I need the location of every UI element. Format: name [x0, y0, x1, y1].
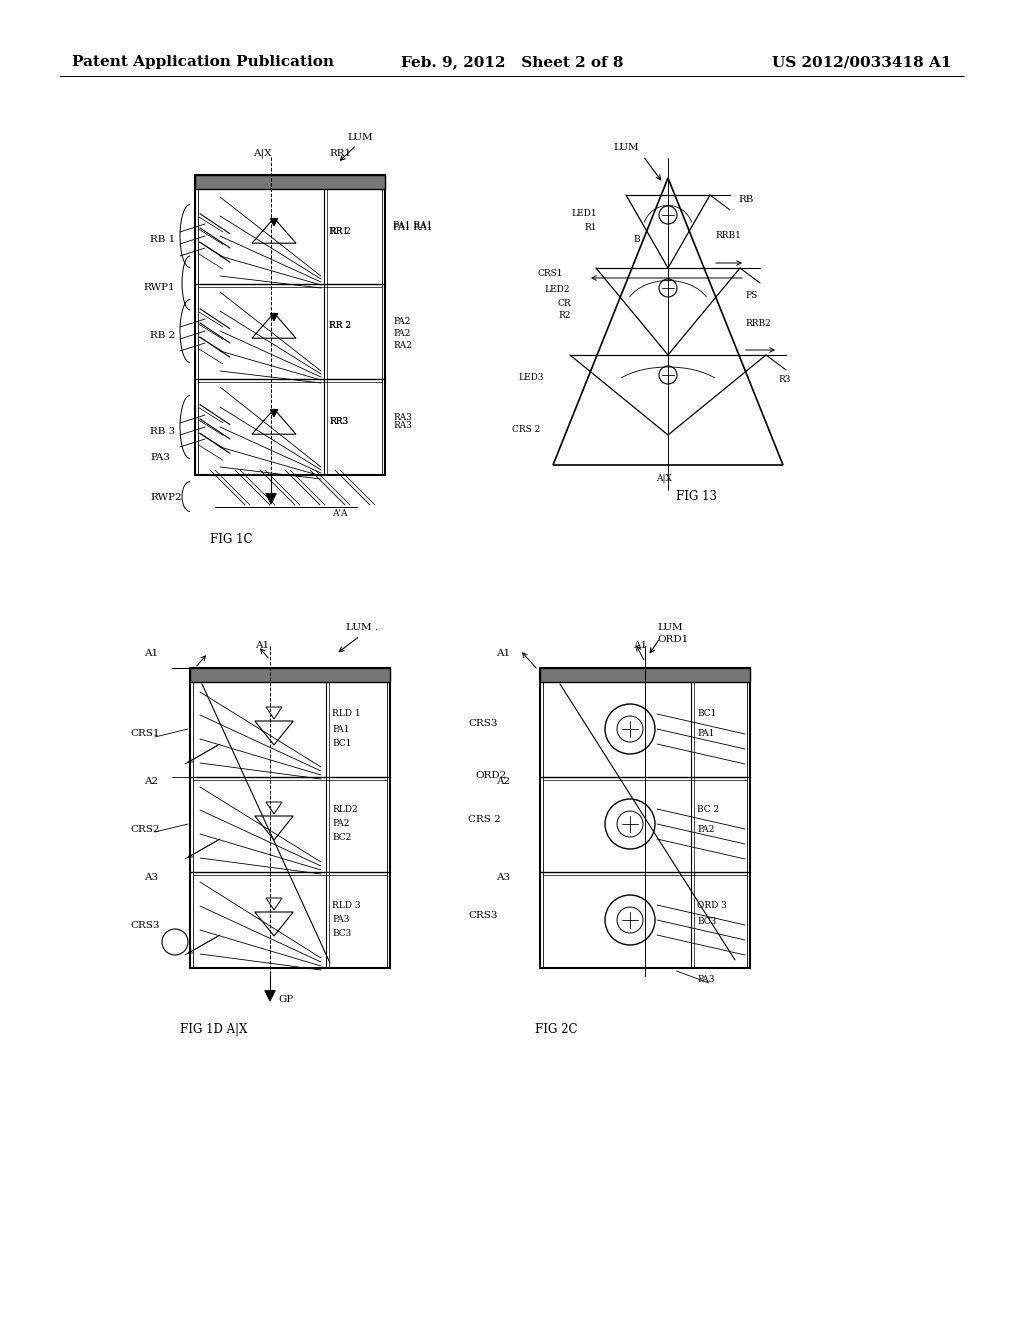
Text: US 2012/0033418 A1: US 2012/0033418 A1	[772, 55, 952, 69]
Text: A3: A3	[496, 873, 510, 882]
Text: Patent Application Publication: Patent Application Publication	[72, 55, 334, 69]
Bar	[195, 176, 385, 475]
Text: PA1: PA1	[697, 730, 715, 738]
Text: FIG 1C: FIG 1C	[210, 533, 253, 546]
Bar	[198, 189, 382, 475]
Text: PA1: PA1	[332, 725, 349, 734]
Bar	[190, 668, 390, 682]
Text: A3: A3	[144, 873, 158, 882]
Text: RA3: RA3	[393, 412, 412, 421]
Text: RLD 3: RLD 3	[332, 900, 360, 909]
Text: PA2: PA2	[332, 820, 349, 829]
Text: CR: CR	[558, 300, 571, 309]
Text: ORD1: ORD1	[657, 635, 688, 644]
Text: RWP1: RWP1	[143, 282, 175, 292]
Text: FIG 2C: FIG 2C	[535, 1023, 578, 1036]
Text: RA2: RA2	[393, 341, 412, 350]
Text: RRB2: RRB2	[745, 318, 771, 327]
Text: R2: R2	[558, 312, 570, 321]
Text: RR3: RR3	[329, 417, 348, 426]
Text: CRS 2: CRS 2	[512, 425, 541, 434]
Text: RB 2: RB 2	[150, 330, 175, 339]
Text: Feb. 9, 2012   Sheet 2 of 8: Feb. 9, 2012 Sheet 2 of 8	[400, 55, 624, 69]
Text: A2: A2	[144, 777, 158, 787]
Bar	[543, 682, 746, 968]
Text: BC1: BC1	[332, 738, 351, 747]
Text: RLD2: RLD2	[332, 804, 357, 813]
Text: RRB1: RRB1	[715, 231, 741, 240]
Text: LED1: LED1	[571, 209, 597, 218]
Text: PA1 RA1: PA1 RA1	[393, 222, 432, 231]
Text: LED3: LED3	[518, 372, 544, 381]
Bar	[195, 176, 385, 189]
Text: GP: GP	[278, 995, 293, 1005]
Text: RB 1: RB 1	[150, 235, 175, 244]
Bar	[540, 668, 750, 682]
Text: RLD 1: RLD 1	[332, 710, 360, 718]
Text: LUM: LUM	[347, 132, 373, 141]
Text: CRS3: CRS3	[468, 911, 498, 920]
Text: A1: A1	[255, 642, 269, 651]
Text: R3: R3	[778, 375, 791, 384]
Text: RB: RB	[738, 195, 754, 205]
Text: RR 2: RR 2	[329, 322, 351, 330]
Text: RR1: RR1	[329, 227, 348, 235]
Text: B: B	[633, 235, 640, 243]
Bar	[193, 682, 387, 968]
Text: A1: A1	[633, 642, 647, 651]
Text: A1: A1	[496, 648, 510, 657]
Text: FIG 1D A|X: FIG 1D A|X	[180, 1023, 248, 1036]
Text: ORD2: ORD2	[475, 771, 506, 780]
Text: LUM: LUM	[657, 623, 683, 632]
Text: PA2: PA2	[697, 825, 715, 833]
Bar	[190, 668, 390, 968]
Text: LUM: LUM	[613, 144, 639, 153]
Text: PA3: PA3	[697, 975, 715, 985]
Bar	[540, 668, 750, 968]
Text: R1: R1	[584, 223, 597, 231]
Polygon shape	[270, 219, 278, 226]
Text: A|X: A|X	[253, 148, 271, 158]
Text: RWP2: RWP2	[150, 492, 181, 502]
Text: BC3: BC3	[697, 917, 716, 927]
Text: BC 2: BC 2	[697, 804, 719, 813]
Polygon shape	[265, 990, 275, 1001]
Text: A'A: A'A	[332, 508, 347, 517]
Text: CRS 2: CRS 2	[468, 814, 501, 824]
Text: RR3: RR3	[329, 417, 348, 426]
Text: CRS2: CRS2	[130, 825, 160, 833]
Text: PS: PS	[745, 292, 758, 301]
Text: FIG 13: FIG 13	[676, 490, 717, 503]
Text: LUM .: LUM .	[346, 623, 378, 632]
Text: A|X: A|X	[656, 474, 672, 483]
Polygon shape	[270, 409, 278, 417]
Polygon shape	[266, 494, 276, 504]
Text: RR 2: RR 2	[329, 322, 351, 330]
Text: PA3: PA3	[332, 916, 349, 924]
Text: LED2: LED2	[544, 285, 569, 294]
Text: PA2: PA2	[393, 329, 411, 338]
Text: CRS3: CRS3	[130, 920, 160, 929]
Text: RR 2: RR 2	[329, 227, 351, 235]
Text: CRS3: CRS3	[468, 719, 498, 729]
Text: BC2: BC2	[332, 833, 351, 842]
Text: A1: A1	[144, 648, 158, 657]
Text: RB 3: RB 3	[150, 426, 175, 436]
Text: CRS1: CRS1	[130, 730, 160, 738]
Text: PA2: PA2	[393, 317, 411, 326]
Text: ORD 3: ORD 3	[697, 900, 727, 909]
Text: BC3: BC3	[332, 929, 351, 939]
Text: A2: A2	[496, 777, 510, 787]
Text: RR1: RR1	[329, 149, 351, 157]
Text: BC1: BC1	[697, 710, 717, 718]
Text: CRS1: CRS1	[538, 268, 563, 277]
Text: PA3: PA3	[150, 453, 170, 462]
Text: PA1 RA1: PA1 RA1	[393, 223, 432, 232]
Text: RA3: RA3	[393, 421, 412, 429]
Polygon shape	[270, 314, 278, 321]
